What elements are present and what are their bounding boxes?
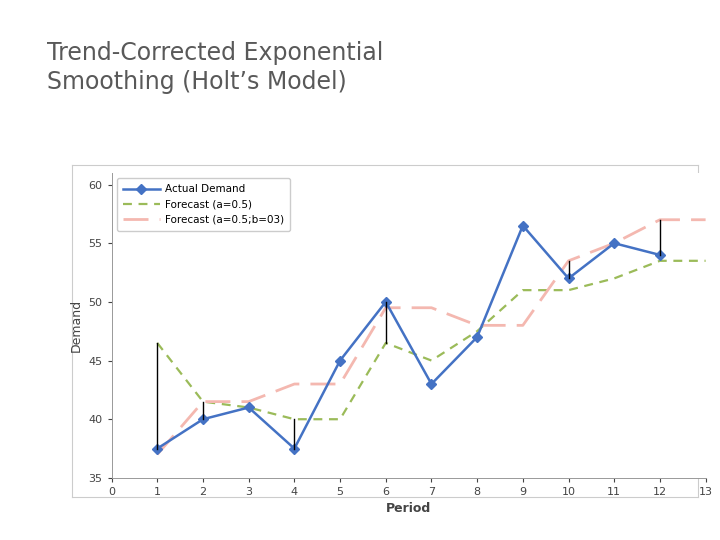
Forecast (a=0.5) bbox=[290, 416, 299, 422]
Y-axis label: Demand: Demand bbox=[70, 299, 83, 352]
Forecast (a=0.5;b=03) bbox=[656, 217, 665, 223]
Forecast (a=0.5) bbox=[701, 258, 710, 264]
Forecast (a=0.5) bbox=[336, 416, 344, 422]
Forecast (a=0.5;b=03) bbox=[290, 381, 299, 387]
Forecast (a=0.5;b=03) bbox=[153, 451, 161, 458]
Forecast (a=0.5) bbox=[656, 258, 665, 264]
Actual Demand bbox=[199, 416, 207, 422]
Forecast (a=0.5;b=03) bbox=[701, 217, 710, 223]
Line: Actual Demand: Actual Demand bbox=[154, 222, 663, 452]
Forecast (a=0.5) bbox=[427, 357, 436, 364]
Forecast (a=0.5) bbox=[564, 287, 573, 293]
Actual Demand bbox=[473, 334, 482, 340]
Actual Demand bbox=[656, 252, 665, 258]
Forecast (a=0.5) bbox=[610, 275, 618, 282]
Forecast (a=0.5) bbox=[153, 340, 161, 346]
Forecast (a=0.5) bbox=[199, 399, 207, 405]
Actual Demand bbox=[564, 275, 573, 282]
Actual Demand bbox=[610, 240, 618, 246]
Forecast (a=0.5) bbox=[473, 328, 482, 334]
Actual Demand bbox=[336, 357, 344, 364]
Actual Demand bbox=[382, 299, 390, 305]
Actual Demand bbox=[244, 404, 253, 411]
Forecast (a=0.5;b=03) bbox=[382, 305, 390, 311]
Forecast (a=0.5) bbox=[518, 287, 527, 293]
Forecast (a=0.5) bbox=[244, 404, 253, 411]
Forecast (a=0.5;b=03) bbox=[610, 240, 618, 246]
Forecast (a=0.5;b=03) bbox=[199, 399, 207, 405]
Text: Trend-Corrected Exponential
Smoothing (Holt’s Model): Trend-Corrected Exponential Smoothing (H… bbox=[47, 41, 383, 93]
Forecast (a=0.5;b=03) bbox=[473, 322, 482, 328]
Actual Demand bbox=[153, 446, 161, 452]
Line: Forecast (a=0.5;b=03): Forecast (a=0.5;b=03) bbox=[157, 220, 706, 455]
Actual Demand bbox=[518, 222, 527, 229]
Forecast (a=0.5;b=03) bbox=[244, 399, 253, 405]
X-axis label: Period: Period bbox=[386, 503, 431, 516]
Line: Forecast (a=0.5): Forecast (a=0.5) bbox=[157, 261, 706, 419]
Actual Demand bbox=[427, 381, 436, 387]
Legend: Actual Demand, Forecast (a=0.5), Forecast (a=0.5;b=03): Actual Demand, Forecast (a=0.5), Forecas… bbox=[117, 178, 290, 231]
Forecast (a=0.5;b=03) bbox=[564, 258, 573, 264]
Forecast (a=0.5;b=03) bbox=[336, 381, 344, 387]
Forecast (a=0.5;b=03) bbox=[518, 322, 527, 328]
Forecast (a=0.5;b=03) bbox=[427, 305, 436, 311]
Forecast (a=0.5) bbox=[382, 340, 390, 346]
Actual Demand bbox=[290, 446, 299, 452]
